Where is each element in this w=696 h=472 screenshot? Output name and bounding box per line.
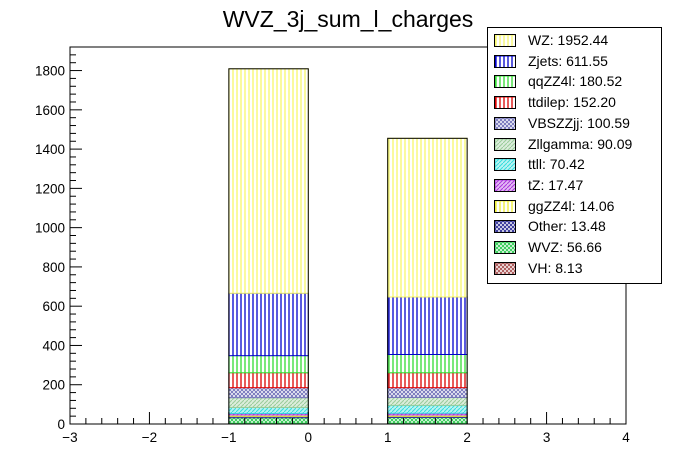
bar-WVZ-bin-1 <box>387 417 468 424</box>
y-tick-label: 400 <box>42 338 65 353</box>
legend-swatch <box>494 158 516 172</box>
bar-Zllgamma-bin-0 <box>228 397 309 409</box>
legend-label: qqZZ4l: 180.52 <box>528 73 623 90</box>
legend: WZ: 1952.44 Zjets: 611.55 qqZZ4l: 180.52 tt… <box>487 27 662 284</box>
y-tick-label: 1200 <box>35 181 65 196</box>
legend-swatch <box>494 241 516 254</box>
y-tick-label: 1000 <box>35 221 65 236</box>
legend-label: Zjets: 611.55 <box>528 52 608 69</box>
x-tick-label: −3 <box>62 430 77 445</box>
legend-swatch <box>494 75 516 89</box>
chart-title: WVZ_3j_sum_l_charges <box>222 6 474 32</box>
legend-label: VBSZZjj: 100.59 <box>528 114 630 131</box>
legend-entry-VH: VH: 8.13 <box>488 259 663 279</box>
legend-swatch <box>494 178 516 192</box>
y-tick-label: 200 <box>42 378 65 393</box>
legend-entry-tZ: tZ: 17.47 <box>488 176 663 196</box>
x-tick-label: −2 <box>142 430 157 445</box>
x-tick-label: 3 <box>543 430 551 445</box>
legend-swatch <box>494 116 516 130</box>
legend-label: tZ: 17.47 <box>528 176 584 193</box>
legend-swatch <box>494 54 516 68</box>
bar-Zjets-bin-0 <box>228 292 309 357</box>
y-tick-label: 1600 <box>35 103 65 118</box>
x-tick-label: 4 <box>622 430 630 445</box>
bar-ttll-bin-1 <box>387 404 468 414</box>
y-tick-label: 1800 <box>35 64 65 79</box>
legend-entry-Other: Other: 13.48 <box>488 217 663 237</box>
bar-ttll-bin-0 <box>228 407 309 414</box>
bar-Zjets-bin-1 <box>387 296 468 355</box>
legend-swatch <box>494 220 516 234</box>
legend-label: VH: 8.13 <box>528 259 583 276</box>
bar-WZ-bin-1 <box>387 137 468 298</box>
legend-entry-ttll: ttll: 70.42 <box>488 155 663 175</box>
legend-label: ttdilep: 152.20 <box>528 94 616 111</box>
legend-swatch <box>494 96 516 110</box>
legend-entry-Zllgamma: Zllgamma: 90.09 <box>488 135 663 155</box>
bar-WVZ-bin-0 <box>228 417 309 424</box>
legend-entry-qqZZ4l: qqZZ4l: 180.52 <box>488 72 663 92</box>
bar-Zllgamma-bin-1 <box>387 396 468 406</box>
y-tick-label: 600 <box>42 299 65 314</box>
legend-entry-ttdilep: ttdilep: 152.20 <box>488 93 663 113</box>
bar-VBSZZjj-bin-0 <box>228 387 309 399</box>
legend-label: WVZ: 56.66 <box>528 239 602 255</box>
bars-layer <box>228 68 468 425</box>
legend-label: Other: 13.48 <box>528 218 606 235</box>
x-tick-label: 0 <box>305 430 313 445</box>
y-tick-label: 0 <box>57 417 65 432</box>
bar-ttdilep-bin-0 <box>228 372 309 389</box>
x-tick-label: 1 <box>384 430 392 445</box>
legend-entry-WVZ: WVZ: 56.66 <box>488 238 663 258</box>
bar-qqZZ4l-bin-1 <box>387 353 468 374</box>
legend-label: ggZZ4l: 14.06 <box>528 197 615 214</box>
y-tick-label: 800 <box>42 260 65 275</box>
x-tick-label: −1 <box>221 430 236 445</box>
bar-VBSZZjj-bin-1 <box>387 387 468 398</box>
legend-entry-ggZZ4l: ggZZ4l: 14.06 <box>488 197 663 217</box>
legend-label: WZ: 1952.44 <box>528 32 609 48</box>
axes-layer: −3 −2 −1 0 1 2 3 4 0 200 400 600 800 1000 1200 1400 1600… <box>35 46 630 445</box>
bar-ttdilep-bin-1 <box>387 372 468 389</box>
legend-label: ttll: 70.42 <box>528 156 585 173</box>
legend-label: Zllgamma: 90.09 <box>528 135 633 152</box>
bar-WZ-bin-0 <box>228 68 309 294</box>
legend-entry-VBSZZjj: VBSZZjj: 100.59 <box>488 114 663 134</box>
y-tick-label: 1400 <box>35 142 65 157</box>
legend-swatch <box>494 34 516 47</box>
x-tick-label: 2 <box>463 430 471 445</box>
legend-swatch <box>494 137 516 151</box>
legend-swatch <box>494 199 516 213</box>
legend-entry-Zjets: Zjets: 611.55 <box>488 52 663 72</box>
legend-swatch <box>494 261 516 275</box>
legend-entry-WZ: WZ: 1952.44 <box>488 31 663 51</box>
bar-qqZZ4l-bin-0 <box>228 355 309 374</box>
